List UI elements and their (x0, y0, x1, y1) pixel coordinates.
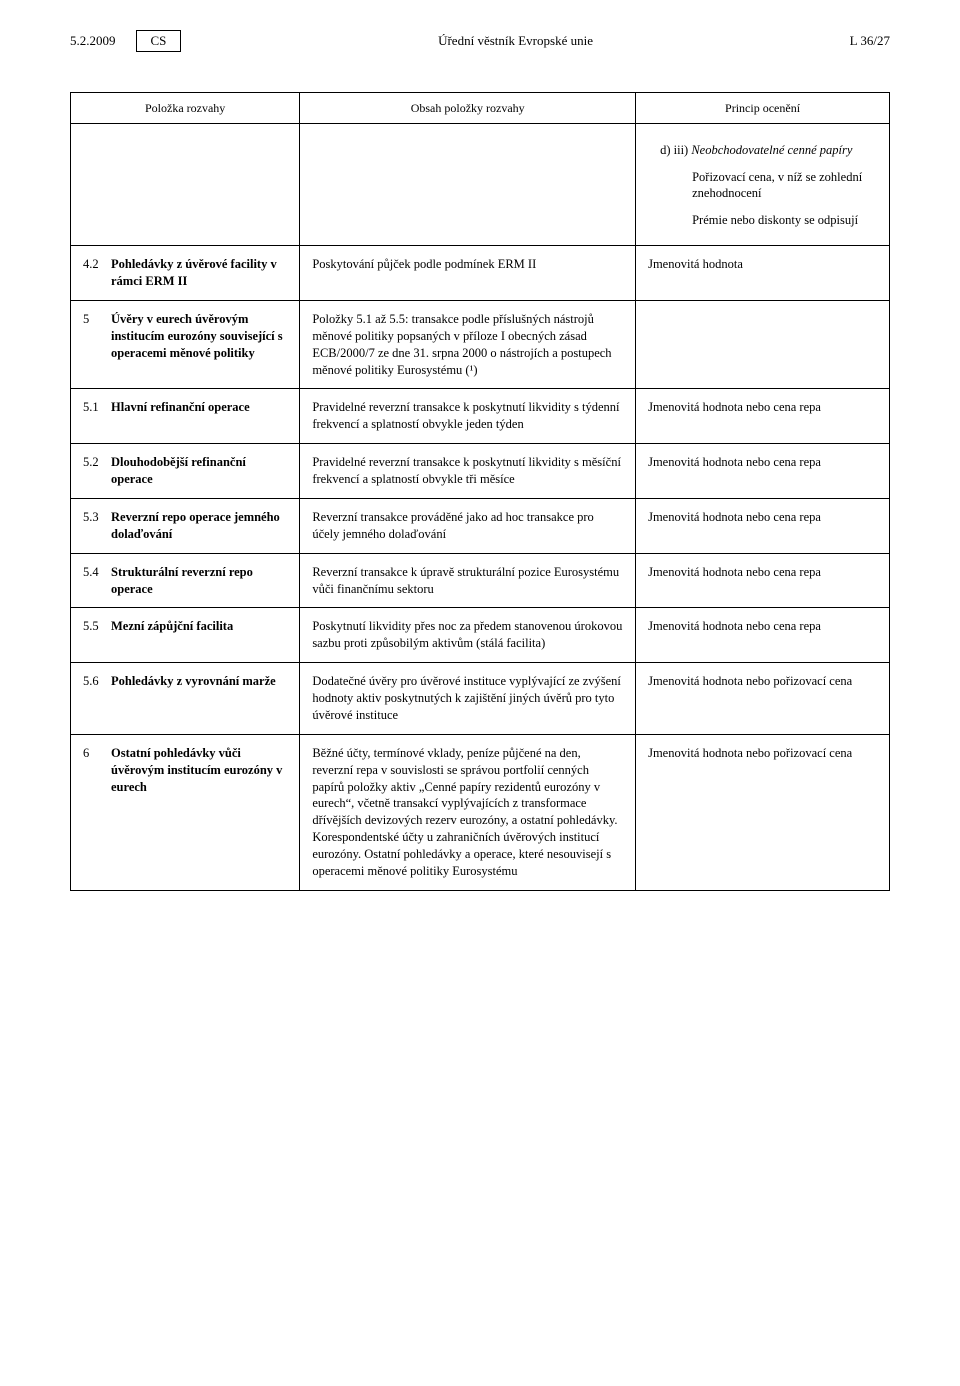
item-number: 5.4 (83, 564, 103, 598)
item-value-cell: Jmenovitá hodnota (636, 246, 890, 301)
item-label-cell: 6Ostatní pohledávky vůči úvěrovým instit… (71, 734, 300, 890)
item-label: Pohledávky z vyrovnání marže (111, 673, 287, 690)
main-table: Položka rozvahy Obsah položky rozvahy Pr… (70, 92, 890, 891)
item-label: Ostatní pohledávky vůči úvěrovým institu… (111, 745, 287, 796)
item-label: Úvěry v eurech úvěrovým institucím euroz… (111, 311, 287, 362)
intro-line-2: Pořizovací cena, v níž se zohlední zneho… (660, 169, 865, 203)
col-header-1: Položka rozvahy (71, 92, 300, 123)
intro-cell-2 (300, 123, 636, 246)
item-number: 5 (83, 311, 103, 362)
item-label-cell: 4.2 Pohledávky z úvěrové facility v rámci… (71, 246, 300, 301)
item-number: 4.2 (83, 256, 103, 290)
item-value-cell: Jmenovitá hodnota nebo cena repa (636, 444, 890, 499)
table-row: 5.1 Hlavní refinanční operace Pravidelné r… (71, 389, 890, 444)
item-value-cell: Jmenovitá hodnota nebo cena repa (636, 608, 890, 663)
table-row: 4.2 Pohledávky z úvěrové facility v rámci… (71, 246, 890, 301)
item-value-cell: Jmenovitá hodnota nebo cena repa (636, 498, 890, 553)
table-row: 5.6 Pohledávky z vyrovnání marže Dodatečné… (71, 663, 890, 735)
item-label-cell: 5.4 Strukturální reverzní repo operace (71, 553, 300, 608)
table-row: 5.5 Mezní zápůjční facilita Poskytnutí lik… (71, 608, 890, 663)
item-label-cell: 5.6 Pohledávky z vyrovnání marže (71, 663, 300, 735)
header-left: 5.2.2009 CS (70, 30, 181, 52)
item-number: 5.5 (83, 618, 103, 635)
item-desc-cell: Poskytnutí likvidity přes noc za předem … (300, 608, 636, 663)
col-header-2: Obsah položky rozvahy (300, 92, 636, 123)
table-intro-row: d) iii) Neobchodovatelné cenné papíry Po… (71, 123, 890, 246)
header-lang: CS (136, 30, 182, 52)
item-value-cell: Jmenovitá hodnota nebo pořizovací cena (636, 663, 890, 735)
header-right: L 36/27 (850, 32, 890, 50)
item-label-cell: 5Úvěry v eurech úvěrovým institucím euro… (71, 300, 300, 389)
item-desc-cell: Poskytování půjček podle podmínek ERM II (300, 246, 636, 301)
item-desc-cell: Běžné účty, termínové vklady, peníze půj… (300, 734, 636, 890)
item-label: Dlouhodobější refinanční operace (111, 454, 287, 488)
intro-line-1: d) iii) Neobchodovatelné cenné papíry (660, 142, 865, 159)
item-value-cell: Jmenovitá hodnota nebo cena repa (636, 389, 890, 444)
table-row: 5.3 Reverzní repo operace jemného dolaďov… (71, 498, 890, 553)
page-header: 5.2.2009 CS Úřední věstník Evropské unie… (70, 30, 890, 52)
item-label-cell: 5.5 Mezní zápůjční facilita (71, 608, 300, 663)
intro-prefix: d) iii) (660, 143, 688, 157)
table-row: 6Ostatní pohledávky vůči úvěrovým instit… (71, 734, 890, 890)
item-desc-cell: Dodatečné úvěry pro úvěrové instituce vy… (300, 663, 636, 735)
item-label: Reverzní repo operace jemného dolaďování (111, 509, 287, 543)
intro-line-3: Prémie nebo diskonty se odpisují (660, 212, 865, 229)
item-desc-cell: Pravidelné reverzní transakce k poskytnu… (300, 389, 636, 444)
item-label: Hlavní refinanční operace (111, 399, 287, 416)
header-center: Úřední věstník Evropské unie (181, 32, 849, 50)
table-header-row: Položka rozvahy Obsah položky rozvahy Pr… (71, 92, 890, 123)
table-row: 5.4 Strukturální reverzní repo operace Rev… (71, 553, 890, 608)
item-number: 5.3 (83, 509, 103, 543)
item-label: Mezní zápůjční facilita (111, 618, 287, 635)
item-desc-cell: Pravidelné reverzní transakce k poskytnu… (300, 444, 636, 499)
item-label: Pohledávky z úvěrové facility v rámci ER… (111, 256, 287, 290)
item-desc-cell: Reverzní transakce k úpravě strukturální… (300, 553, 636, 608)
item-label-cell: 5.1 Hlavní refinanční operace (71, 389, 300, 444)
intro-cell-1 (71, 123, 300, 246)
intro-cell-3: d) iii) Neobchodovatelné cenné papíry Po… (636, 123, 890, 246)
table-row: 5.2 Dlouhodobější refinanční operace Pravi… (71, 444, 890, 499)
item-number: 5.1 (83, 399, 103, 416)
item-number: 5.2 (83, 454, 103, 488)
item-value-cell: Jmenovitá hodnota nebo cena repa (636, 553, 890, 608)
item-number: 5.6 (83, 673, 103, 690)
header-date: 5.2.2009 (70, 32, 116, 50)
item-number: 6 (83, 745, 103, 796)
intro-italic: Neobchodovatelné cenné papíry (691, 143, 852, 157)
item-value-cell: Jmenovitá hodnota nebo pořizovací cena (636, 734, 890, 890)
item-label-cell: 5.2 Dlouhodobější refinanční operace (71, 444, 300, 499)
item-label: Strukturální reverzní repo operace (111, 564, 287, 598)
table-row: 5Úvěry v eurech úvěrovým institucím euro… (71, 300, 890, 389)
item-desc-cell: Reverzní transakce prováděné jako ad hoc… (300, 498, 636, 553)
col-header-3: Princip ocenění (636, 92, 890, 123)
item-desc-cell: Položky 5.1 až 5.5: transakce podle přís… (300, 300, 636, 389)
item-value-cell (636, 300, 890, 389)
item-label-cell: 5.3 Reverzní repo operace jemného dolaďov… (71, 498, 300, 553)
